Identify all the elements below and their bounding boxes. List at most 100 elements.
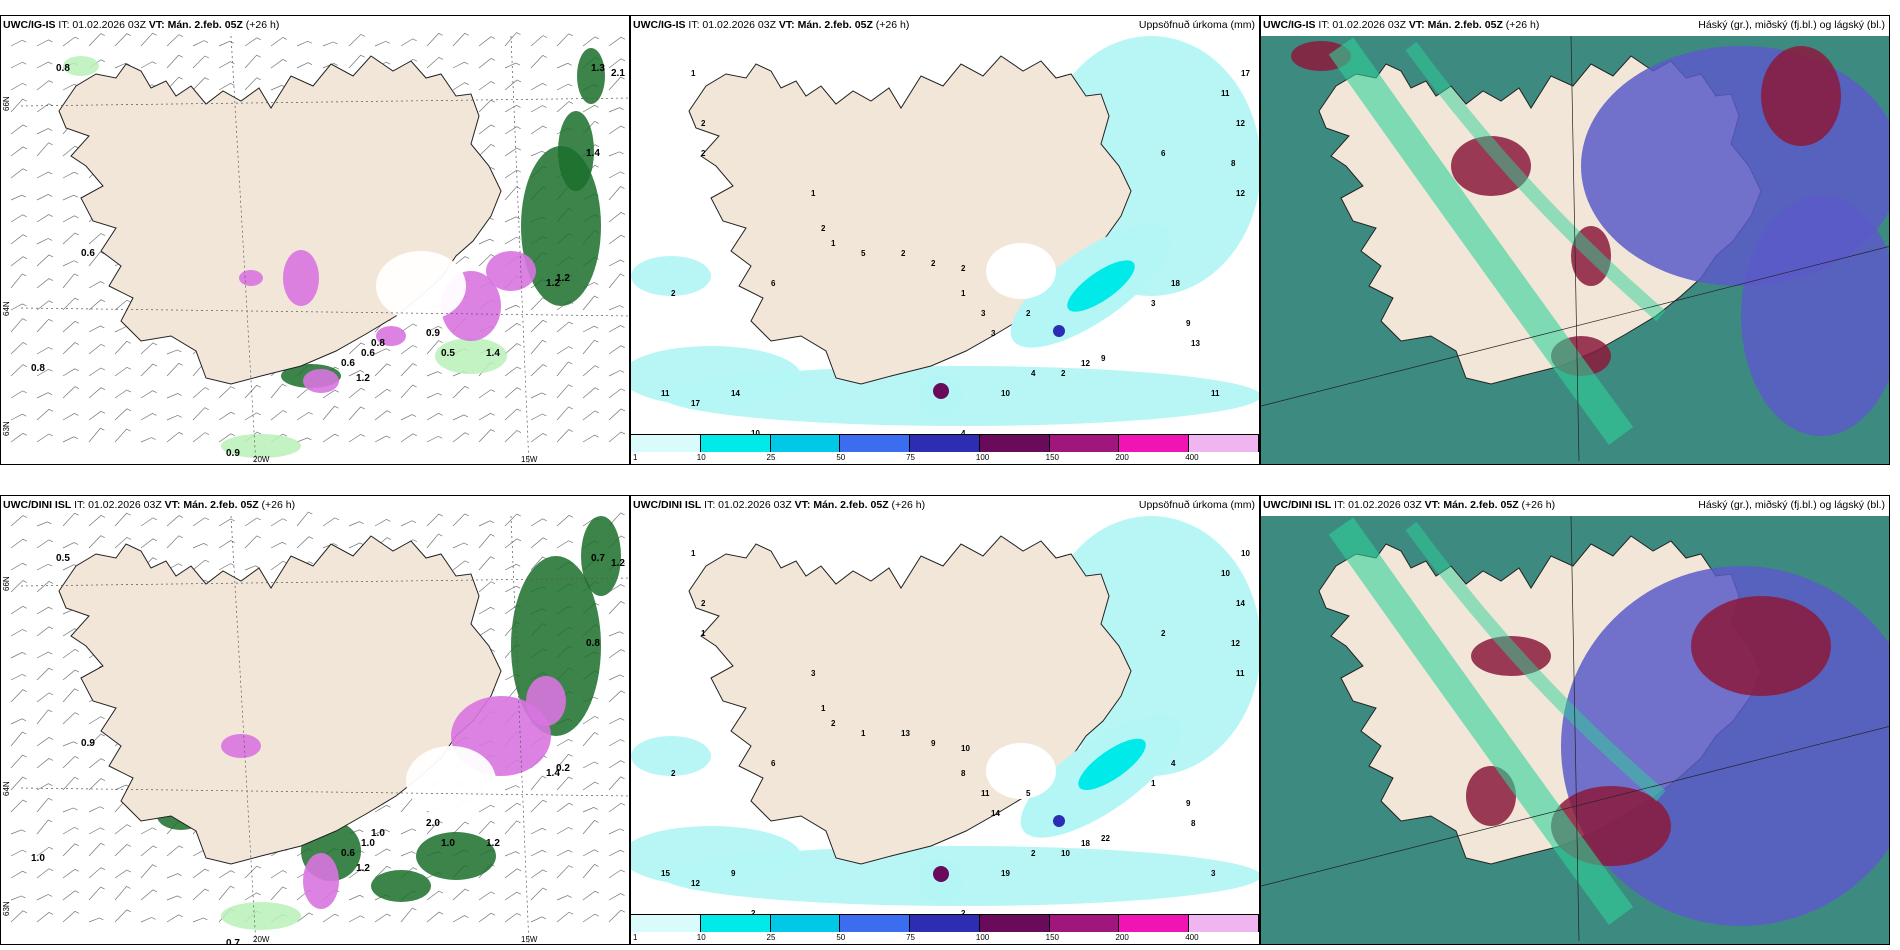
wind-barb [348,915,365,923]
colorbar-swatch [1119,435,1190,452]
longitude-line [230,515,257,944]
wind-barb [348,54,365,69]
wind-barb [530,537,548,549]
colorbar-label: 25 [766,933,776,942]
precip-max [1053,815,1065,827]
wind-barb [36,846,54,857]
wind-barb [556,33,573,47]
wind-barb [114,428,131,443]
wind-barb [10,342,28,355]
grid-label: 20W [253,935,270,944]
legend-title: Uppsöfnuð úrkoma (mm) [1138,19,1255,31]
grid-label: 64N [2,301,11,316]
snow-depth-label: 1.3 [591,63,605,74]
wind-barb [608,512,625,527]
wind-barb [556,540,573,549]
wind-barb [556,321,574,333]
wind-barb [478,628,495,637]
wind-barb [530,364,548,377]
precip-area [631,256,711,296]
wind-barb [140,889,158,901]
wind-barb [62,413,79,421]
wind-barb [218,885,235,901]
wind-barb [36,254,54,267]
wind-barb [452,256,470,267]
wind-barb [582,781,599,791]
wind-barb [504,343,522,355]
wind-barb [10,652,27,659]
wind-barb [322,63,338,69]
wind-barb [244,535,261,549]
colorbar-label: 100 [975,933,990,942]
wind-barb [244,77,261,91]
wind-barb [582,807,598,813]
wind-barb [348,370,365,377]
wind-barb [478,81,496,91]
wind-barb [348,868,366,879]
wind-barb [218,563,235,571]
wind-barb [608,431,626,443]
wind-barb [374,363,391,377]
latitude-line [20,307,629,317]
colorbar-swatch [770,915,841,932]
wind-barb [374,804,391,813]
colorbar-swatches [631,914,1259,932]
precip-labels: 1213121391085111410191822151292222210101… [661,549,1250,928]
precip-value: 13 [901,729,910,738]
snow-depth-label: 1.4 [586,148,600,159]
wind-barb [322,913,339,923]
wind-barb [322,543,338,549]
wind-barb [244,517,261,527]
snow-patch [63,56,99,76]
precip-value: 13 [1191,339,1200,348]
colorbar-swatch [631,915,701,932]
colorbar-swatch [979,915,1050,932]
wind-barb [452,32,469,47]
wind-barb [140,517,158,527]
precip-value: 3 [991,329,996,338]
wind-barb [582,715,599,725]
wind-barb [62,232,80,245]
wind-barb [608,584,625,593]
panel-header: UWC/DINI ISL IT: 01.02.2026 03Z VT: Mán.… [3,499,296,511]
wind-barb [556,429,573,443]
wind-barb [114,340,131,355]
wind-barb [36,433,53,443]
wind-barb [530,150,546,157]
colorbar-label: 150 [1045,933,1060,942]
snow-depth-label: 0.7 [226,938,240,945]
wind-barb [36,194,53,201]
colorbar-label: 10 [696,453,706,462]
precip-value: 1 [821,704,826,713]
wind-barb [140,413,157,421]
wind-barb [582,913,599,923]
wind-barb [270,560,288,571]
wind-barb [374,865,392,879]
wind-barb [166,431,184,443]
wind-barb [36,238,53,245]
snow-depth-label: 1.2 [486,838,500,849]
wind-barb [88,410,106,421]
precip-value: 8 [1231,159,1236,168]
wind-barb [426,340,443,355]
wind-barb [478,124,496,135]
precip-value: 5 [1026,789,1031,798]
wind-barb [88,917,104,923]
wind-barb [374,348,391,355]
snow-depth-label: 0.6 [81,248,95,259]
precip-value: 12 [1231,639,1240,648]
wind-barb [400,363,417,377]
dry-area [986,743,1056,799]
latitude-line [20,577,629,587]
wind-barb [582,434,599,443]
wind-barb [166,34,184,47]
wind-barb [374,40,390,47]
wind-barb [530,775,547,791]
grid-label: 66N [2,96,11,111]
precip-value: 10 [1061,849,1070,858]
wind-barb [374,848,391,857]
wind-barb [10,849,27,857]
wind-barb [582,387,600,399]
precip-value: 9 [931,739,936,748]
precip-value: 1 [1151,779,1156,788]
